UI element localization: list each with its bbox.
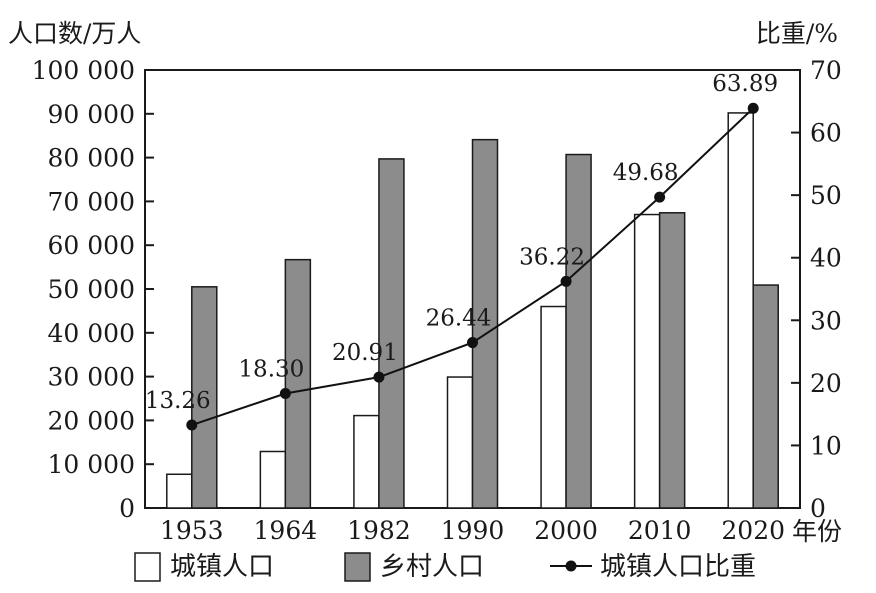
left-tick-label: 60 000	[48, 231, 135, 260]
legend-share-label: 城镇人口比重	[600, 552, 756, 582]
bar-rural-population	[752, 284, 779, 509]
urban-share-point	[560, 275, 572, 287]
right-tick-label: 20	[810, 369, 842, 398]
left-tick-label: 80 000	[48, 144, 135, 173]
left-tick-label: 30 000	[48, 363, 135, 392]
right-tick-label: 60	[810, 119, 842, 148]
bar-urban-population	[633, 213, 661, 509]
legend-urban-swatch	[134, 552, 161, 582]
left-tick-label: 40 000	[48, 319, 135, 348]
urban-share-label: 20.91	[332, 340, 398, 366]
urban-share-point	[467, 337, 478, 349]
x-tick-label: 2020	[721, 516, 785, 545]
left-tick-label: 20 000	[48, 406, 135, 435]
right-tick-label: 50	[810, 181, 842, 210]
bar-urban-population	[446, 376, 474, 509]
urban-share-point	[279, 387, 291, 399]
legend-urban-label: 城镇人口	[170, 552, 274, 582]
right-tick-label: 0	[810, 494, 826, 523]
left-tick-label: 50 000	[48, 275, 135, 304]
x-tick-label: 1990	[441, 516, 505, 545]
x-tick-label: 2010	[628, 516, 692, 545]
bar-urban-population	[353, 414, 380, 509]
urban-share-label: 18.30	[238, 356, 304, 382]
legend-rural-swatch	[344, 552, 371, 582]
bar-rural-population	[378, 158, 405, 509]
urban-share-label: 13.26	[145, 388, 211, 414]
x-tick-label: 2000	[534, 516, 598, 545]
bar-rural-population	[191, 286, 218, 509]
left-tick-label: 10 000	[48, 450, 135, 479]
bar-urban-population	[166, 473, 193, 509]
bar-urban-population	[540, 305, 567, 509]
left-tick-label: 0	[119, 494, 135, 523]
urban-share-point	[747, 102, 759, 114]
bar-urban-population	[727, 112, 754, 509]
urban-share-label: 36.22	[519, 244, 585, 270]
urban-share-point	[186, 419, 198, 431]
right-tick-label: 30	[810, 306, 842, 335]
urban-share-label: 63.89	[712, 71, 778, 97]
right-tick-label: 10	[810, 431, 842, 460]
legend-share-marker	[565, 560, 577, 572]
bar-rural-population	[658, 212, 686, 509]
left-tick-label: 70 000	[48, 187, 135, 216]
urban-share-point	[654, 191, 666, 203]
right-axis-title: 比重/%	[756, 19, 838, 48]
left-tick-label: 100 000	[32, 56, 135, 85]
x-tick-label: 1982	[347, 516, 411, 545]
left-tick-label: 90 000	[48, 100, 135, 129]
bar-rural-population	[565, 153, 592, 509]
bar-rural-population	[471, 138, 499, 509]
left-axis-title: 人口数/万人	[8, 19, 141, 48]
right-tick-label: 70	[810, 56, 842, 85]
legend-rural-label: 乡村人口	[380, 552, 484, 582]
x-axis-title: 年份	[792, 517, 842, 546]
x-tick-label: 1953	[160, 516, 224, 545]
x-tick-label: 1964	[254, 516, 318, 545]
urban-share-point	[373, 371, 385, 383]
urban-share-label: 49.68	[613, 160, 679, 186]
bar-rural-population	[284, 258, 312, 509]
bar-urban-population	[259, 450, 287, 509]
right-tick-label: 40	[810, 244, 842, 273]
urban-share-label: 26.44	[426, 306, 492, 332]
